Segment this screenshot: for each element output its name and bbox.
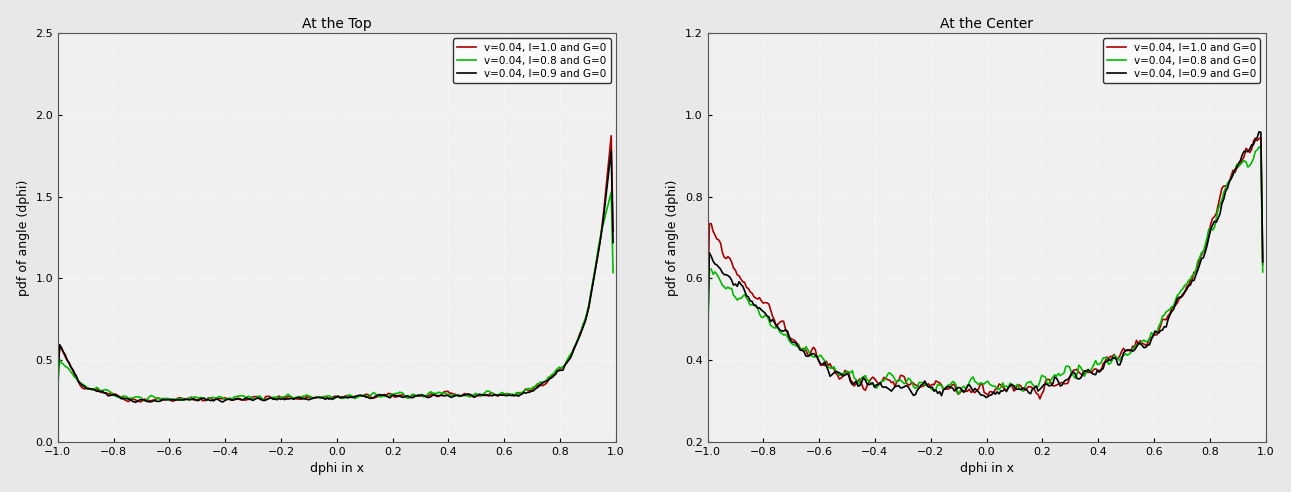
v=0.04, l=0.9 and G=0	[128, 400, 143, 405]
Line: v=0.04, l=0.9 and G=0: v=0.04, l=0.9 and G=0	[707, 132, 1263, 398]
v=0.04, l=1.0 and G=0	[520, 387, 536, 393]
v=0.04, l=0.9 and G=0	[1042, 383, 1057, 389]
v=0.04, l=0.9 and G=0	[605, 240, 621, 246]
v=0.04, l=1.0 and G=0	[1029, 390, 1044, 396]
v=0.04, l=1.0 and G=0	[1254, 135, 1269, 141]
v=0.04, l=1.0 and G=0	[701, 221, 717, 227]
v=0.04, l=0.9 and G=0	[1030, 388, 1046, 394]
v=0.04, l=0.8 and G=0	[50, 384, 66, 390]
v=0.04, l=1.0 and G=0	[700, 319, 715, 325]
v=0.04, l=0.8 and G=0	[605, 270, 621, 276]
v=0.04, l=0.9 and G=0	[381, 394, 396, 400]
Legend: v=0.04, l=1.0 and G=0, v=0.04, l=0.8 and G=0, v=0.04, l=0.9 and G=0: v=0.04, l=1.0 and G=0, v=0.04, l=0.8 and…	[1103, 38, 1260, 83]
v=0.04, l=0.8 and G=0	[1042, 380, 1057, 386]
v=0.04, l=0.9 and G=0	[1032, 386, 1047, 392]
v=0.04, l=1.0 and G=0	[1205, 215, 1220, 221]
v=0.04, l=0.9 and G=0	[700, 339, 715, 345]
v=0.04, l=0.8 and G=0	[1170, 292, 1185, 298]
v=0.04, l=1.0 and G=0	[382, 391, 398, 397]
v=0.04, l=0.8 and G=0	[603, 189, 618, 195]
v=0.04, l=0.8 and G=0	[391, 389, 407, 395]
v=0.04, l=0.9 and G=0	[52, 342, 67, 348]
v=0.04, l=1.0 and G=0	[52, 343, 67, 349]
Line: v=0.04, l=1.0 and G=0: v=0.04, l=1.0 and G=0	[707, 138, 1263, 399]
v=0.04, l=0.8 and G=0	[520, 386, 536, 392]
v=0.04, l=0.9 and G=0	[555, 367, 571, 373]
v=0.04, l=0.9 and G=0	[391, 393, 407, 399]
v=0.04, l=1.0 and G=0	[134, 399, 150, 404]
v=0.04, l=1.0 and G=0	[605, 228, 621, 234]
Y-axis label: pdf of angle (dphi): pdf of angle (dphi)	[17, 180, 30, 296]
X-axis label: dphi in x: dphi in x	[959, 462, 1013, 475]
v=0.04, l=0.8 and G=0	[555, 364, 571, 370]
v=0.04, l=0.8 and G=0	[1032, 378, 1047, 384]
v=0.04, l=1.0 and G=0	[381, 390, 396, 396]
v=0.04, l=1.0 and G=0	[603, 133, 618, 139]
Title: At the Center: At the Center	[940, 17, 1033, 31]
v=0.04, l=0.9 and G=0	[1205, 222, 1220, 228]
v=0.04, l=0.9 and G=0	[1255, 259, 1270, 265]
v=0.04, l=0.8 and G=0	[137, 398, 152, 403]
v=0.04, l=0.8 and G=0	[701, 266, 717, 272]
Legend: v=0.04, l=1.0 and G=0, v=0.04, l=0.8 and G=0, v=0.04, l=0.9 and G=0: v=0.04, l=1.0 and G=0, v=0.04, l=0.8 and…	[453, 38, 611, 83]
v=0.04, l=1.0 and G=0	[1030, 392, 1046, 398]
v=0.04, l=0.9 and G=0	[979, 395, 994, 400]
v=0.04, l=0.9 and G=0	[520, 389, 536, 395]
Line: v=0.04, l=0.8 and G=0: v=0.04, l=0.8 and G=0	[58, 192, 613, 400]
v=0.04, l=0.9 and G=0	[1251, 129, 1266, 135]
v=0.04, l=0.9 and G=0	[603, 148, 618, 154]
Y-axis label: pdf of angle (dphi): pdf of angle (dphi)	[666, 180, 679, 296]
Title: At the Top: At the Top	[302, 17, 372, 31]
v=0.04, l=0.8 and G=0	[52, 357, 67, 363]
v=0.04, l=1.0 and G=0	[1255, 262, 1270, 268]
v=0.04, l=1.0 and G=0	[1042, 376, 1057, 382]
Line: v=0.04, l=1.0 and G=0: v=0.04, l=1.0 and G=0	[58, 136, 613, 401]
v=0.04, l=1.0 and G=0	[1170, 300, 1185, 306]
v=0.04, l=0.8 and G=0	[700, 348, 715, 354]
Line: v=0.04, l=0.8 and G=0: v=0.04, l=0.8 and G=0	[707, 147, 1263, 394]
v=0.04, l=0.8 and G=0	[382, 393, 398, 399]
v=0.04, l=1.0 and G=0	[555, 364, 571, 370]
v=0.04, l=1.0 and G=0	[391, 392, 407, 398]
v=0.04, l=1.0 and G=0	[50, 374, 66, 380]
v=0.04, l=0.9 and G=0	[701, 250, 717, 256]
v=0.04, l=0.9 and G=0	[1170, 296, 1185, 302]
X-axis label: dphi in x: dphi in x	[310, 462, 364, 475]
v=0.04, l=0.9 and G=0	[382, 395, 398, 401]
v=0.04, l=0.8 and G=0	[1030, 384, 1046, 390]
v=0.04, l=0.9 and G=0	[50, 373, 66, 379]
Line: v=0.04, l=0.9 and G=0: v=0.04, l=0.9 and G=0	[58, 151, 613, 402]
v=0.04, l=0.8 and G=0	[1251, 144, 1266, 150]
v=0.04, l=0.8 and G=0	[1255, 269, 1270, 275]
v=0.04, l=1.0 and G=0	[1032, 396, 1047, 402]
v=0.04, l=0.8 and G=0	[950, 391, 966, 397]
v=0.04, l=0.8 and G=0	[1205, 227, 1220, 233]
v=0.04, l=0.8 and G=0	[381, 393, 396, 399]
